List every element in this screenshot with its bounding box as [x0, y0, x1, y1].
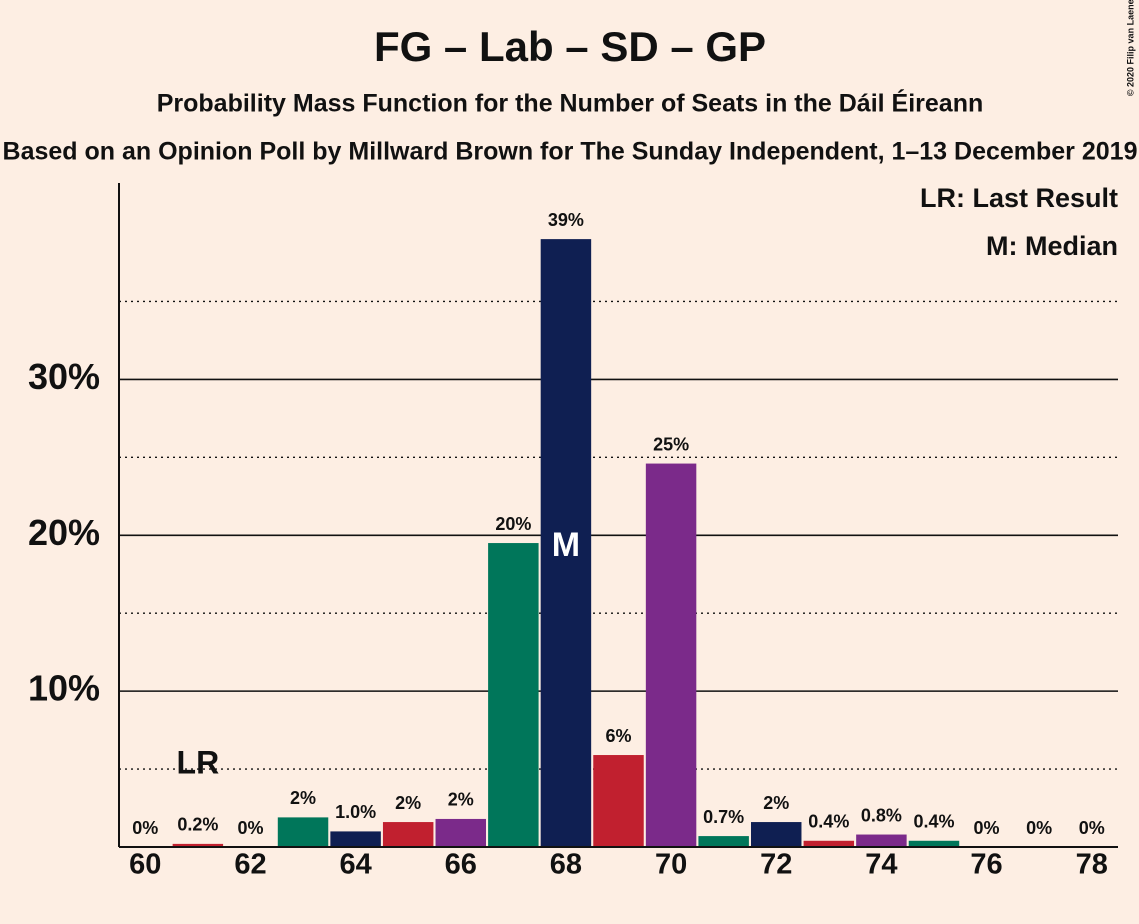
- value-label: 0.4%: [913, 812, 954, 832]
- value-label: 0.2%: [177, 815, 218, 835]
- bar: [540, 239, 592, 847]
- value-label: 0%: [237, 818, 263, 838]
- copyright: © 2020 Filip van Laenen: [1125, 0, 1135, 96]
- value-label: 39%: [548, 210, 584, 230]
- last-result-marker: LR: [177, 744, 220, 780]
- bar: [908, 840, 960, 847]
- bar: [856, 834, 907, 847]
- chart-subtitle: Based on an Opinion Poll by Millward Bro…: [3, 138, 1138, 166]
- bar: [750, 822, 802, 847]
- chart-subtitle: Probability Mass Function for the Number…: [157, 89, 984, 118]
- x-tick-label: 70: [655, 849, 687, 881]
- bar: [645, 463, 697, 847]
- bar: [435, 818, 487, 847]
- bar: [803, 840, 855, 847]
- value-label: 0%: [1026, 818, 1052, 838]
- x-tick-label: 78: [1076, 849, 1108, 881]
- value-label: 1.0%: [335, 802, 376, 822]
- value-label: 0.7%: [703, 807, 744, 827]
- x-tick-label: 64: [339, 849, 371, 881]
- value-label: 2%: [395, 793, 421, 813]
- value-label: 0.8%: [861, 805, 902, 825]
- value-label: 2%: [448, 790, 474, 810]
- value-label: 20%: [495, 514, 531, 534]
- value-label: 2%: [763, 793, 789, 813]
- legend-entry: LR: Last Result: [920, 183, 1118, 213]
- bar: [277, 817, 329, 847]
- x-tick-label: 62: [234, 849, 266, 881]
- y-tick-label: 30%: [28, 356, 100, 397]
- x-tick-label: 66: [445, 849, 477, 881]
- y-tick-label: 10%: [28, 668, 100, 709]
- bar: [488, 543, 539, 847]
- x-tick-label: 72: [760, 849, 792, 881]
- x-tick-label: 74: [865, 849, 897, 881]
- bar: [172, 843, 224, 847]
- median-marker: M: [552, 526, 580, 564]
- bar: [330, 831, 381, 847]
- value-label: 25%: [653, 434, 689, 454]
- x-tick-label: 68: [550, 849, 582, 881]
- y-tick-label: 20%: [28, 512, 100, 553]
- x-tick-label: 76: [970, 849, 1002, 881]
- x-tick-label: 60: [129, 849, 161, 881]
- value-label: 2%: [290, 788, 316, 808]
- value-label: 0%: [132, 818, 158, 838]
- bar: [698, 836, 749, 847]
- bar: [382, 822, 434, 847]
- value-label: 6%: [605, 726, 631, 746]
- legend-entry: M: Median: [986, 231, 1118, 261]
- chart-title: FG – Lab – SD – GP: [374, 23, 766, 70]
- value-label: 0.4%: [808, 812, 849, 832]
- value-label: 0%: [1079, 818, 1105, 838]
- bar: [593, 755, 644, 847]
- value-label: 0%: [974, 818, 1000, 838]
